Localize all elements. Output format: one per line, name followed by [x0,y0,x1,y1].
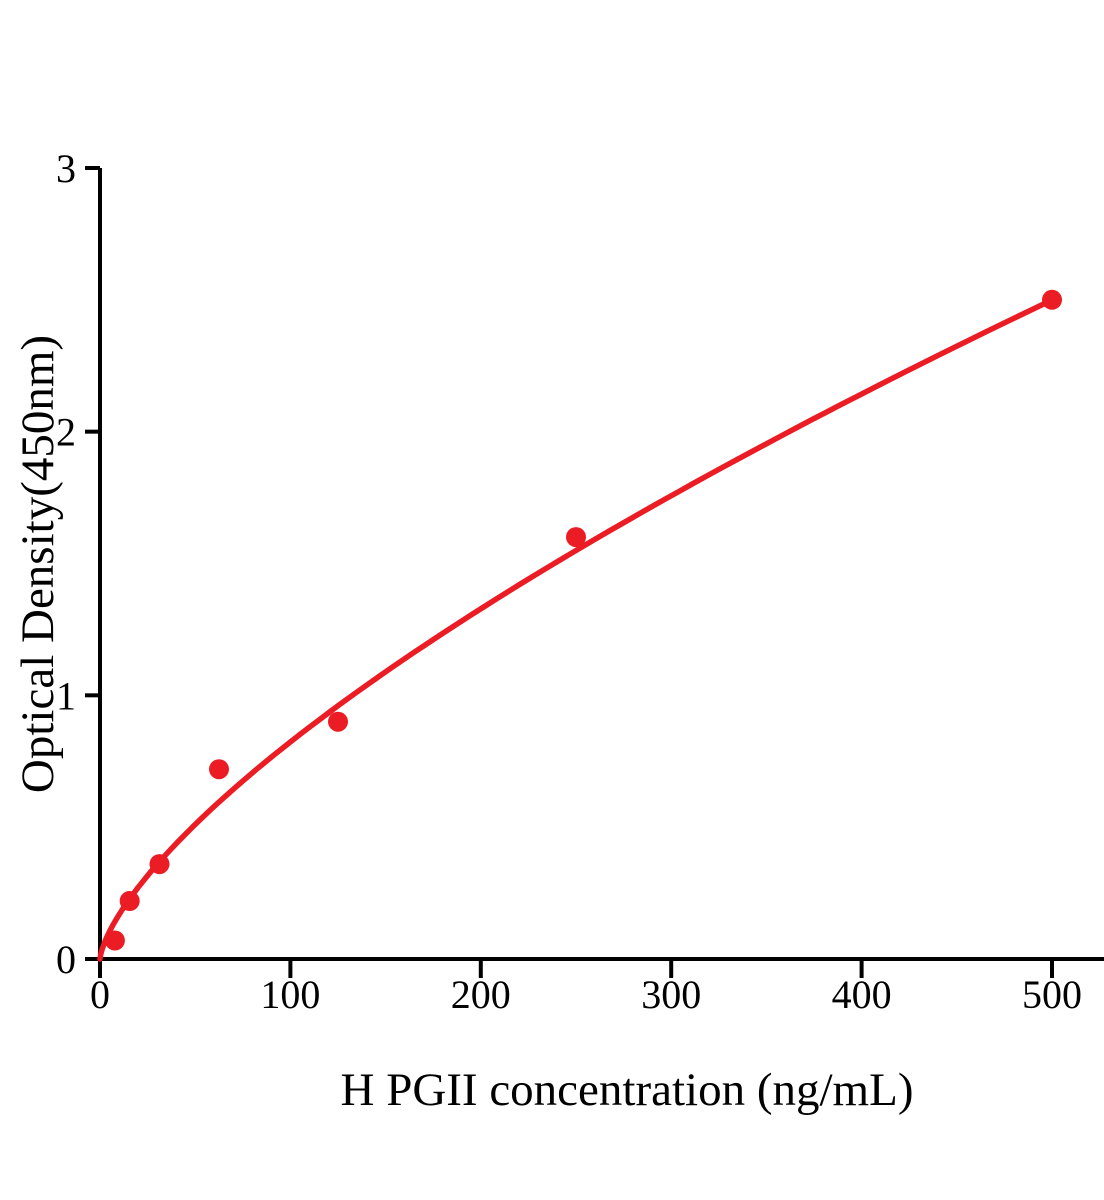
data-point [1042,289,1062,310]
x-axis-title: H PGII concentration (ng/mL) [341,1064,914,1116]
x-tick-label: 100 [260,972,320,1017]
data-point [104,930,125,951]
x-tick-label: 300 [641,972,701,1017]
y-axis-title: Optical Density(450nm) [12,335,64,793]
y-tick-label: 0 [56,937,76,982]
standard-curve-line [97,297,1055,962]
data-point [149,854,170,875]
data-point [209,759,229,780]
plot-area: 0 1 2 3 0 100 200 300 400 500 [56,146,1104,1017]
x-tick-label: 0 [90,972,110,1017]
data-point [328,711,348,732]
x-tick-label: 200 [451,972,511,1017]
y-tick-label: 3 [56,146,76,191]
x-tick-label: 500 [1022,972,1082,1017]
y-tick-label: 1 [56,673,76,718]
data-point [119,891,140,911]
data-point [566,527,586,548]
y-tick-label: 2 [56,410,76,455]
x-tick-label: 400 [832,972,892,1017]
